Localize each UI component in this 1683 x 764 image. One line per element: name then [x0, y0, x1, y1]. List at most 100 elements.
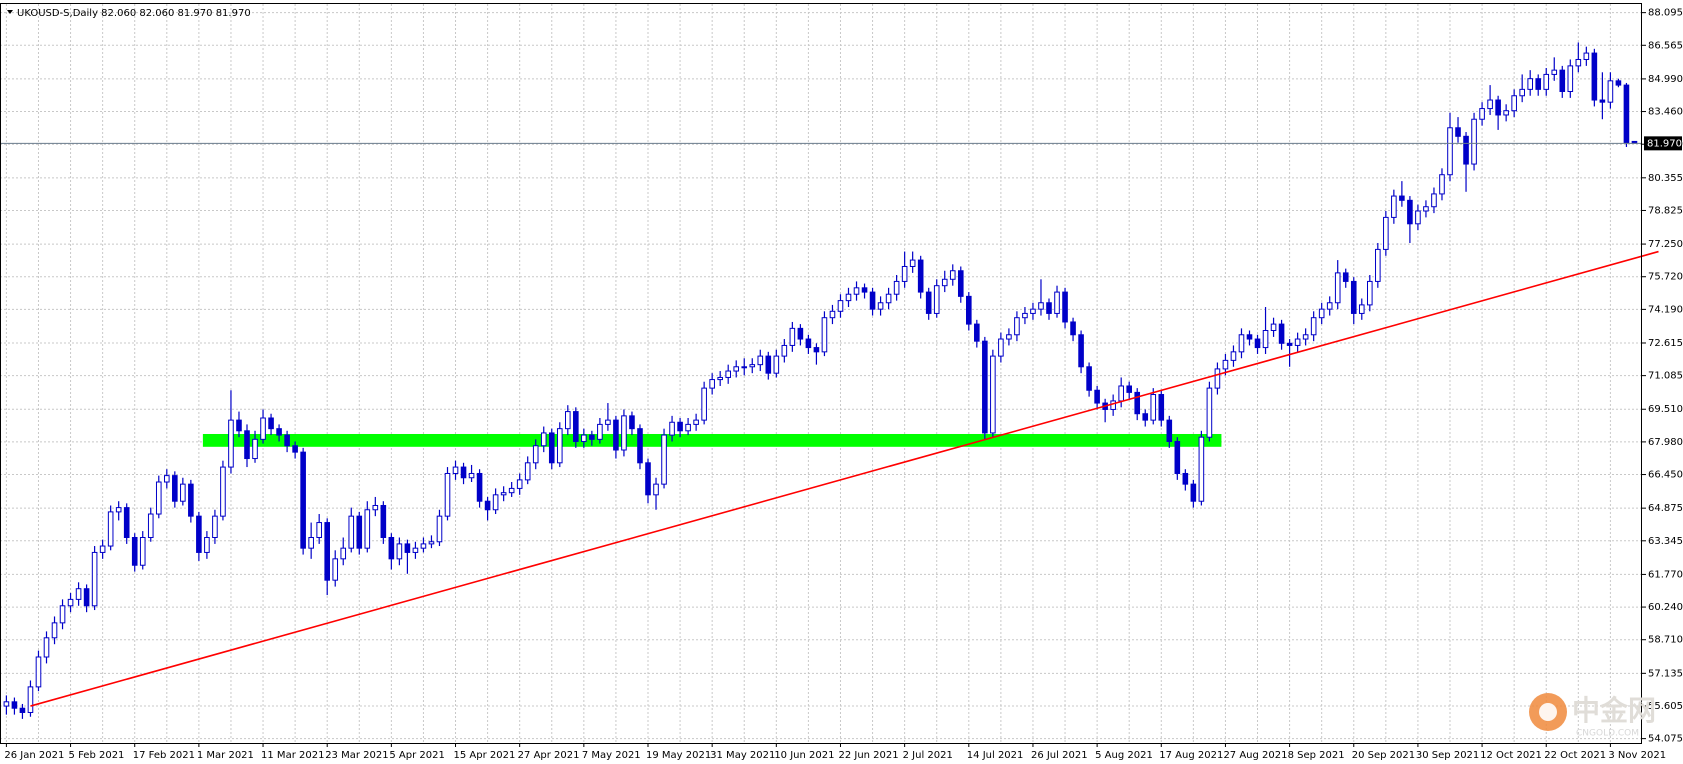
candle-body [741, 366, 748, 369]
candle-body [701, 387, 707, 421]
candle-body [829, 310, 836, 319]
candle-body [1551, 69, 1558, 75]
candle-body [436, 515, 443, 543]
candle-body [1495, 99, 1501, 116]
candle-body [204, 536, 210, 553]
candle-body [1302, 334, 1309, 340]
x-tick-label: 23 Mar 2021 [325, 750, 388, 761]
y-tick-label: 74.190 [1648, 304, 1683, 315]
menu-arrow[interactable] [7, 10, 13, 14]
candle-body [933, 285, 940, 314]
candle-body [1014, 317, 1020, 336]
candle-body [228, 419, 234, 468]
candle-body [476, 472, 483, 502]
candle-body [452, 466, 459, 474]
x-tick-label: 26 Jan 2021 [4, 750, 64, 761]
x-tick-label: 10 Jun 2021 [774, 750, 834, 761]
y-tick-label: 67.980 [1648, 437, 1683, 448]
candle-body [1166, 419, 1173, 442]
candle-body [268, 417, 274, 430]
candle-body [974, 323, 980, 342]
candle-body [99, 545, 106, 553]
x-tick-label: 31 May 2021 [710, 750, 775, 761]
candle-body [1230, 351, 1237, 361]
candle-body [925, 291, 932, 314]
y-tick-label: 84.990 [1648, 74, 1683, 85]
candle-body [420, 543, 427, 549]
x-tick-label: 5 Apr 2021 [389, 750, 444, 761]
y-tick-label: 69.510 [1648, 404, 1683, 415]
candle-body [1254, 338, 1261, 349]
candle-body [621, 415, 627, 451]
x-tick-label: 15 Apr 2021 [454, 750, 516, 761]
candle-body [1214, 368, 1221, 389]
candle-body [1070, 321, 1076, 336]
y-tick-label: 60.240 [1648, 602, 1683, 613]
candle-body [765, 355, 772, 374]
candle-body [123, 507, 130, 538]
price-label-box [1644, 136, 1682, 151]
candle-body [917, 259, 924, 293]
x-tick-label: 17 Aug 2021 [1159, 750, 1223, 761]
candle-body [717, 376, 723, 381]
candle-body [1174, 440, 1181, 474]
candle-body [1150, 394, 1157, 421]
y-tick-label: 55.605 [1648, 701, 1683, 712]
candle-body [1431, 193, 1437, 208]
candle-body [1607, 80, 1614, 103]
x-tick-label: 26 Jul 2021 [1031, 750, 1088, 761]
candle-body [83, 588, 90, 607]
y-tick-label: 83.460 [1648, 107, 1683, 118]
candle-body [164, 475, 170, 483]
candle-body [372, 504, 379, 511]
candle-body [1318, 308, 1325, 319]
candle-body [19, 707, 26, 713]
candle-body [468, 472, 475, 479]
candle-body [1046, 302, 1052, 314]
candle-body [1423, 206, 1429, 212]
candle-body [1086, 366, 1092, 391]
candle-body [605, 419, 611, 425]
candle-body [508, 487, 515, 494]
candle-body [1278, 323, 1285, 344]
candle-body [67, 598, 74, 607]
candle-body [1543, 73, 1550, 90]
candle-body [1342, 272, 1349, 282]
candle-body [685, 423, 691, 432]
candle-body [1527, 78, 1534, 90]
x-tick-label: 19 May 2021 [646, 750, 711, 761]
candle-body [1238, 334, 1245, 353]
candle-body [212, 515, 218, 538]
candle-body [1334, 272, 1341, 304]
candle-body [388, 536, 395, 560]
candle-body [115, 507, 122, 513]
y-tick-label: 75.720 [1648, 272, 1683, 283]
candle-body [1399, 195, 1405, 201]
candle-body [1367, 280, 1373, 306]
candle-body [669, 421, 675, 436]
candle-body [316, 522, 322, 538]
candle-body [909, 259, 916, 267]
candle-body [1142, 413, 1149, 421]
candle-body [637, 428, 643, 464]
candle-body [516, 479, 523, 489]
candle-body [276, 428, 282, 436]
y-tick-label: 63.345 [1648, 536, 1683, 547]
candle-body [1623, 84, 1630, 144]
candle-body [500, 492, 507, 496]
x-tick-label: 11 Mar 2021 [261, 750, 324, 761]
candle-body [677, 421, 683, 432]
candle-body [1383, 216, 1389, 250]
candle-body [107, 511, 114, 547]
candle-body [1479, 108, 1485, 120]
candle-body [1439, 174, 1445, 195]
candle-body [1262, 330, 1269, 349]
candle-body [412, 547, 419, 553]
y-tick-label: 78.825 [1648, 205, 1683, 216]
candle-body [524, 462, 531, 481]
candle-body [196, 515, 202, 553]
candle-body [308, 536, 314, 549]
candle-body [35, 656, 42, 688]
candle-body [220, 466, 226, 517]
